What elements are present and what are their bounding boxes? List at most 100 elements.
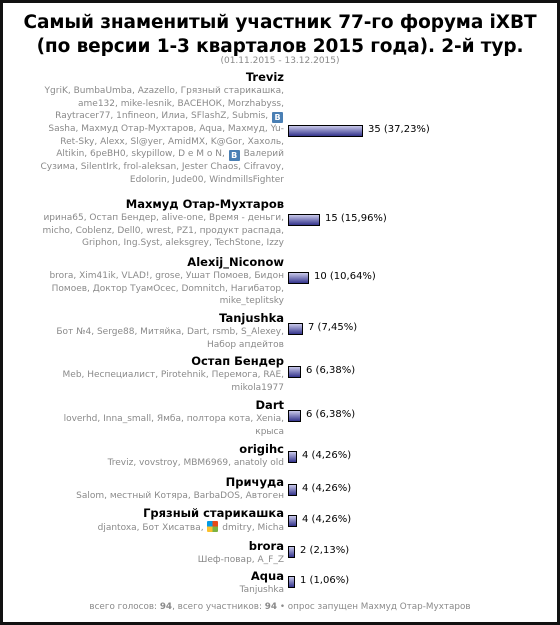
voter-line: loverhd, Inna_small, Ямба, полтора кота,… xyxy=(64,413,284,426)
voter-text: Salom, местный Котяра, BarbaDOS, Автоген xyxy=(76,491,284,501)
voter-text: Ret-Sky, Alexx, Sl@yer, AmidMX, K@Gor, Х… xyxy=(60,136,284,147)
poll-option-voters: brora, Xim41ik, VLAD!, grose, Ушат Помое… xyxy=(49,270,284,308)
poll-option-voters: ирина65, Остап Бендер, alive-one, Время … xyxy=(42,212,284,250)
poll-option-name[interactable]: Грязный старикашка xyxy=(143,506,284,520)
voter-text: Бот №4, Serge88, Митяйка, Dart, rsmb, S_… xyxy=(56,327,284,337)
result-bar xyxy=(288,214,320,226)
voter-text: ирина65, Остап Бендер, alive-one, Время … xyxy=(43,213,284,223)
poll-option-name[interactable]: Махмуд Отар-Мухтаров xyxy=(125,197,284,211)
voter-line: крыса xyxy=(64,426,284,439)
poll-option-voters: Treviz, vovstroy, MBM6969, anatoly old xyxy=(108,457,284,470)
poll-option-voters: Meb, Неспециалист, Pirotehnik, Перемога,… xyxy=(63,369,284,394)
result-bar xyxy=(288,272,309,284)
voter-text: Помоев, Доктор ТуамОсес, Domnitch, Нагиб… xyxy=(51,283,284,294)
result-value-label: 2 (2,13%) xyxy=(300,545,350,556)
voter-line: Meb, Неспециалист, Pirotehnik, Перемога,… xyxy=(63,369,284,382)
result-bar xyxy=(288,515,297,527)
result-value-label: 6 (6,38%) xyxy=(306,365,356,376)
voter-line: Ret-Sky, Alexx, Sl@yer, AmidMX, K@Gor, Х… xyxy=(41,136,284,149)
result-bar xyxy=(288,576,295,588)
poll-option-voters: Tanjushka xyxy=(240,584,284,597)
result-value-label: 1 (1,06%) xyxy=(300,575,350,586)
voter-text: YgriK, BumbaUmba, Azazello, Грязный стар… xyxy=(44,86,284,96)
result-value-label: 4 (4,26%) xyxy=(302,483,352,494)
result-value-label: 10 (10,64%) xyxy=(314,271,376,282)
voter-line: micho, Coblenz, Dell0, wrest, PZ1, проду… xyxy=(42,225,284,238)
result-value-label: 4 (4,26%) xyxy=(302,450,352,461)
voter-line: Tanjushka xyxy=(240,584,284,597)
voter-line: Raytracer77, 1nfineon, Илиа, SFlashZ, Su… xyxy=(41,110,284,124)
poll-option-name[interactable]: Tanjushka xyxy=(219,311,284,325)
poll-option-voters: Бот №4, Serge88, Митяйка, Dart, rsmb, S_… xyxy=(56,326,284,351)
voter-line: Salom, местный Котяра, BarbaDOS, Автоген xyxy=(76,490,284,503)
voter-text: mike_teplitsky xyxy=(219,296,284,307)
poll-option-name[interactable]: Aqua xyxy=(250,569,284,583)
poll-option-name[interactable]: Dart xyxy=(255,398,284,412)
footer-participants-value: 94 xyxy=(264,602,278,612)
poll-option-name[interactable]: Treviz xyxy=(245,70,284,84)
voter-text: Edolorin, Jude00, WindmillsFighter xyxy=(129,174,284,185)
poll-option-name[interactable]: Остап Бендер xyxy=(191,354,284,368)
footer-participants-label: , всего участников: xyxy=(172,602,262,612)
poll-option-name[interactable]: Причуда xyxy=(225,475,284,489)
voter-text: Treviz, vovstroy, MBM6969, anatoly old xyxy=(107,458,284,468)
voter-line: Бот №4, Serge88, Митяйка, Dart, rsmb, S_… xyxy=(56,326,284,339)
voter-text: ame132, mike-lesnik, ВАСЕНОК, Morzhabyss… xyxy=(78,98,284,109)
b-badge-icon: B xyxy=(228,150,240,162)
voter-text: Валерий xyxy=(240,149,284,160)
voter-text: Altikin, 6реВН0, skypillow, D e M o N, xyxy=(56,149,228,160)
result-bar xyxy=(288,125,363,137)
footer-votes-label: всего голосов: xyxy=(89,602,158,612)
multicolor-avatar-icon xyxy=(207,521,219,532)
result-bar xyxy=(288,366,301,378)
poll-period: (01.11.2015 - 13.12.2015) xyxy=(220,56,340,66)
voter-text: loverhd, Inna_small, Ямба, полтора кота,… xyxy=(63,414,284,424)
poll-option-voters: djantoxa, Бот Хисатва, dmitry, Micha xyxy=(98,521,284,535)
result-value-label: 4 (4,26%) xyxy=(302,514,352,525)
voter-text: micho, Coblenz, Dell0, wrest, PZ1, проду… xyxy=(42,225,284,236)
voter-text: Сузима, SilentIrk, frol-aleksan, Jester … xyxy=(40,162,284,173)
voter-text: dmitry, Micha xyxy=(219,523,284,533)
voter-text: Raytracer77, 1nfineon, Илиа, SFlashZ, Su… xyxy=(55,111,271,122)
voter-line: Помоев, Доктор ТуамОсес, Domnitch, Нагиб… xyxy=(49,283,284,296)
voter-text: Meb, Неспециалист, Pirotehnik, Перемога,… xyxy=(62,370,284,380)
voter-line: Altikin, 6реВН0, skypillow, D e M o N, B… xyxy=(41,148,284,162)
poll-option-voters: Шеф-повар, A_F_Z xyxy=(198,554,284,567)
voter-line: Сузима, SilentIrk, frol-aleksan, Jester … xyxy=(41,161,284,174)
poll-title-line1: Самый знаменитый участник 77-го форума i… xyxy=(23,12,537,33)
voter-line: ирина65, Остап Бендер, alive-one, Время … xyxy=(42,212,284,225)
voter-line: mike_teplitsky xyxy=(49,295,284,308)
poll-title-line2: (по версии 1-3 кварталов 2015 года). 2-й… xyxy=(36,36,524,57)
result-bar xyxy=(288,410,301,422)
result-bar xyxy=(288,546,295,558)
poll-option-voters: YgriK, BumbaUmba, Azazello, Грязный стар… xyxy=(41,85,284,187)
result-value-label: 7 (7,45%) xyxy=(308,322,358,333)
voter-line: djantoxa, Бот Хисатва, dmitry, Micha xyxy=(98,521,284,535)
result-value-label: 15 (15,96%) xyxy=(325,213,387,224)
result-bar xyxy=(288,451,297,463)
voter-line: Edolorin, Jude00, WindmillsFighter xyxy=(41,174,284,187)
voter-line: Sasha, Махмуд Отар-Мухтаров, Aqua, Махму… xyxy=(41,123,284,136)
result-value-label: 6 (6,38%) xyxy=(306,409,356,420)
voter-text: крыса xyxy=(255,426,284,437)
poll-option-name[interactable]: Alexij_Niconow xyxy=(187,255,284,269)
voter-text: djantoxa, Бот Хисатва, xyxy=(97,523,207,533)
voter-text: Tanjushka xyxy=(239,585,284,595)
voter-line: Шеф-повар, A_F_Z xyxy=(198,554,284,567)
voter-line: YgriK, BumbaUmba, Azazello, Грязный стар… xyxy=(41,85,284,98)
footer-votes-value: 94 xyxy=(159,602,173,612)
poll-option-name[interactable]: origihc xyxy=(239,442,284,456)
result-bar xyxy=(288,484,297,496)
voter-text: Шеф-повар, A_F_Z xyxy=(197,555,284,565)
footer-started-by: • опрос запущен Махмуд Отар-Мухтаров xyxy=(279,602,471,612)
voter-text: Sasha, Махмуд Отар-Мухтаров, Aqua, Махму… xyxy=(48,124,284,135)
poll-option-voters: Salom, местный Котяра, BarbaDOS, Автоген xyxy=(76,490,284,503)
poll-option-name[interactable]: brora xyxy=(248,539,284,553)
voter-line: Набор апдейтов xyxy=(56,339,284,352)
b-badge-icon: B xyxy=(272,112,283,124)
voter-text: Griphon, Ing.Syst, aleksgrey, TechStone,… xyxy=(82,238,284,249)
voter-line: Treviz, vovstroy, MBM6969, anatoly old xyxy=(108,457,284,470)
voter-text: mikola1977 xyxy=(231,382,284,393)
voter-text: brora, Xim41ik, VLAD!, grose, Ушат Помое… xyxy=(49,271,284,281)
